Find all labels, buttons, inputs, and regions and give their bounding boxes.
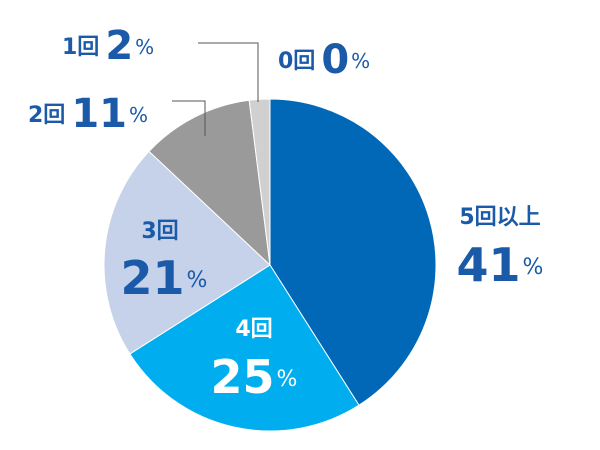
unit-label: % (187, 268, 208, 293)
value-label: 25 (211, 350, 275, 404)
value-label: 2 (105, 23, 133, 69)
value-label: 0 (321, 37, 349, 83)
category-label: 3回 (141, 219, 178, 244)
data-label: 25% (211, 350, 298, 404)
unit-label: % (277, 367, 298, 392)
unit-label: % (351, 49, 370, 73)
pie-slice (269, 98, 437, 406)
category-label: 0回 (278, 49, 315, 74)
pie-slice (148, 99, 271, 267)
pie (103, 98, 437, 432)
data-label: 21% (121, 251, 208, 305)
value-label: 11 (71, 91, 127, 137)
category-label: 1回 (62, 35, 99, 60)
pie-slice (129, 264, 360, 432)
category-label: 2回 (28, 103, 65, 128)
leader-lines (172, 42, 259, 136)
value-label: 41 (457, 238, 521, 292)
data-label: 1回 2% (62, 23, 154, 69)
category-label: 5回以上 (459, 205, 540, 230)
unit-label: % (129, 103, 148, 127)
value-label: 21 (121, 251, 185, 305)
data-label: 41% (457, 238, 544, 292)
unit-label: % (523, 255, 544, 280)
unit-label: % (135, 35, 154, 59)
category-label: 4回 (235, 317, 272, 342)
leader-line (172, 100, 206, 136)
data-label: 0回 0% (278, 37, 370, 83)
data-label: 2回 11% (28, 91, 148, 137)
leader-line (198, 42, 259, 102)
pie-slice (103, 150, 271, 355)
